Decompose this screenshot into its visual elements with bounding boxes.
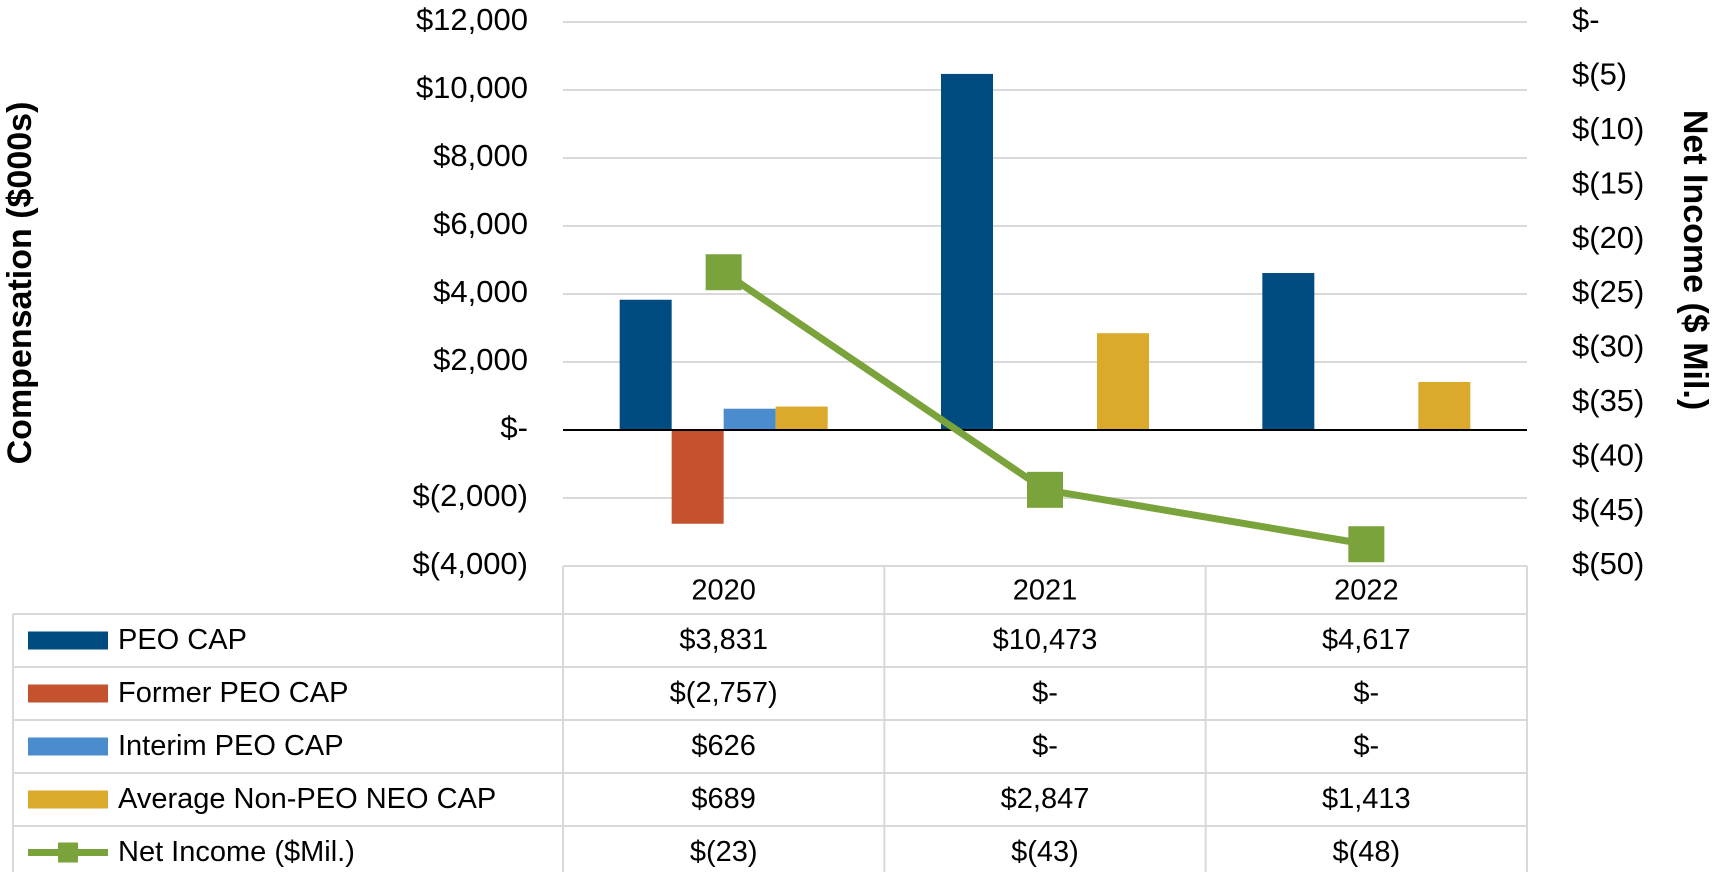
data-table: 2020 2021 2022 PEO CAP $3,831 $10,473 $4,617 Fo… (12, 565, 1528, 872)
right-tick-label: $(10) (1572, 111, 1644, 146)
right-tick-label: $(15) (1572, 165, 1644, 200)
left-tick-label: $6,000 (433, 206, 528, 241)
right-tick-label: $(40) (1572, 437, 1644, 472)
table-header-year: 2020 (691, 575, 756, 607)
table-cell-value: $- (1353, 677, 1379, 709)
right-tick-label: $(45) (1572, 492, 1644, 527)
bar-average-non-peo-neo-cap-2020 (775, 406, 828, 430)
table-cell-value: $4,617 (1322, 624, 1411, 656)
table-cell-value: $(23) (690, 836, 758, 868)
bar-peo-cap-2022 (1262, 273, 1315, 430)
legend-line-marker (58, 842, 78, 863)
table-cell-value: $2,847 (1001, 783, 1090, 815)
table-cell-value: $(2,757) (670, 677, 778, 709)
right-tick-label: $(5) (1572, 57, 1627, 92)
right-tick-label: $(25) (1572, 274, 1644, 309)
right-tick-label: $(50) (1572, 546, 1644, 581)
right-tick-label: $- (1572, 2, 1600, 37)
net-income-marker-2022 (1348, 526, 1385, 563)
legend-swatch-average-non-peo-neo-cap (28, 790, 108, 809)
table-cell-value: $1,413 (1322, 783, 1411, 815)
left-tick-label: $(2,000) (413, 478, 528, 513)
right-axis-title: Net Income ($ Mil.) (1676, 110, 1714, 410)
bar-former-peo-cap-2020 (671, 430, 724, 524)
legend-swatch-peo-cap (28, 631, 108, 650)
bar-peo-cap-2021 (941, 73, 993, 430)
left-tick-label: $(4,000) (413, 546, 528, 581)
net-income-marker-2021 (1027, 471, 1063, 508)
net-income-line (705, 254, 1385, 563)
left-tick-label: $4,000 (433, 274, 528, 309)
bar-average-non-peo-neo-cap-2022 (1418, 381, 1471, 430)
table-cell-value: $- (1353, 730, 1379, 762)
left-axis-title: Compensation ($000s) (1, 102, 39, 465)
left-tick-label: $10,000 (416, 70, 528, 105)
table-cell-value: $- (1032, 677, 1058, 709)
table-cell-value: $10,473 (993, 624, 1098, 656)
net-income-marker-2020 (705, 254, 742, 291)
legend-label-net-income-mil: Net Income ($Mil.) (118, 836, 355, 868)
table-cell-value: $(48) (1332, 836, 1400, 868)
legend-label-interim-peo-cap: Interim PEO CAP (118, 730, 344, 762)
left-tick-label: $8,000 (433, 138, 528, 173)
legend-label-average-non-peo-neo-cap: Average Non-PEO NEO CAP (118, 783, 496, 815)
bar-interim-peo-cap-2020 (723, 408, 776, 430)
table-cell-value: $626 (691, 730, 756, 762)
table-cell-value: $3,831 (679, 624, 768, 656)
left-tick-label: $- (500, 410, 528, 445)
legend-swatch-interim-peo-cap (28, 737, 108, 756)
table-cell-value: $(43) (1011, 836, 1079, 868)
right-tick-label: $(35) (1572, 383, 1644, 418)
table-cell-value: $- (1032, 730, 1058, 762)
right-tick-label: $(20) (1572, 220, 1644, 255)
legend-swatch-former-peo-cap (28, 684, 108, 703)
table-header-year: 2022 (1334, 575, 1399, 607)
legend-label-peo-cap: PEO CAP (118, 624, 247, 656)
bar-peo-cap-2020 (619, 299, 672, 430)
bars (619, 73, 1471, 524)
bar-average-non-peo-neo-cap-2021 (1097, 333, 1149, 430)
legend-label-former-peo-cap: Former PEO CAP (118, 677, 348, 709)
right-axis-ticks: $- $(5) $(10) $(15) $(20) $(25) $(30) $(35) $(40… (1572, 2, 1644, 581)
right-tick-label: $(30) (1572, 329, 1644, 364)
left-axis-ticks: $12,000 $10,000 $8,000 $6,000 $4,000 $2,000 $-… (413, 2, 528, 581)
table-header-year: 2021 (1013, 575, 1078, 607)
left-tick-label: $2,000 (433, 342, 528, 377)
table-cell-value: $689 (691, 783, 756, 815)
left-tick-label: $12,000 (416, 2, 528, 37)
